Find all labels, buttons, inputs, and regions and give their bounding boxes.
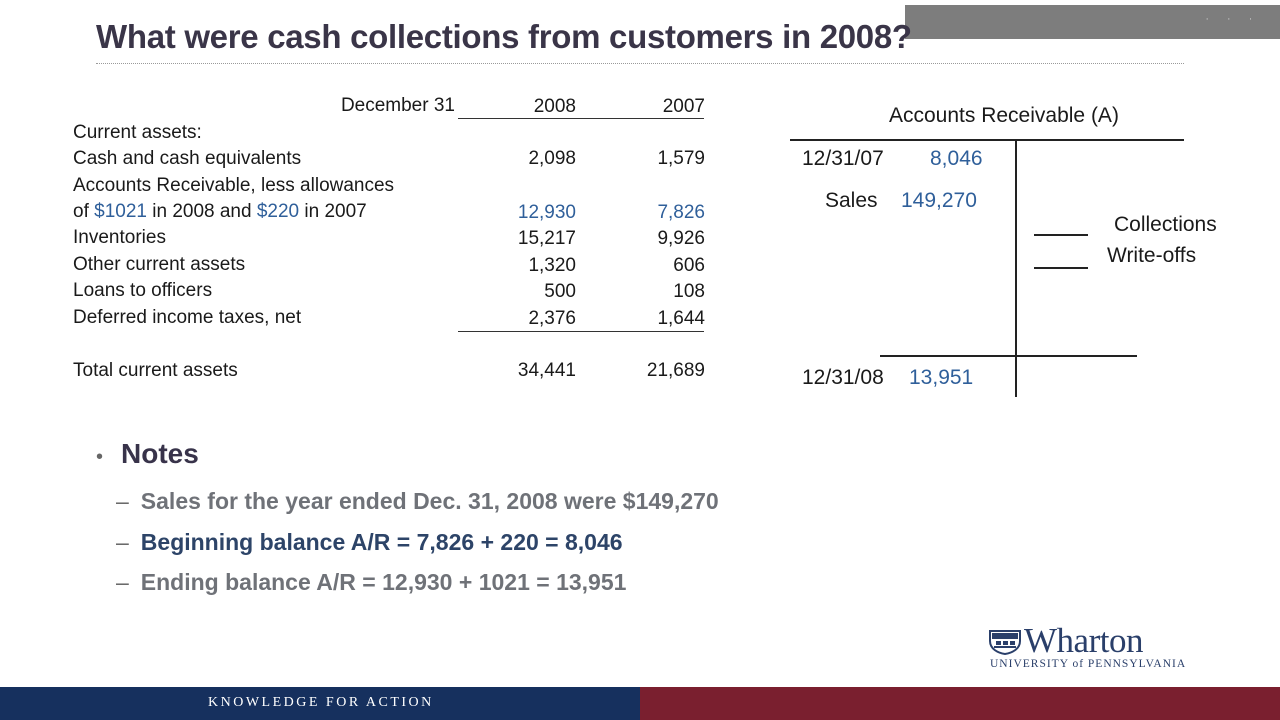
write-offs-blank bbox=[1034, 267, 1088, 269]
end-date: 12/31/08 bbox=[802, 366, 884, 389]
footer-right-band bbox=[640, 687, 1280, 720]
cell-loans-2008: 500 bbox=[544, 281, 576, 302]
footer-tagline: KNOWLEDGE FOR ACTION bbox=[208, 695, 434, 710]
logo-subtitle: UNIVERSITY of PENNSYLVANIA bbox=[990, 658, 1187, 670]
row-label-cash: Cash and cash equivalents bbox=[73, 148, 302, 169]
year-2008-header: 2008 bbox=[533, 96, 576, 117]
cell-deferred-2007: 1,644 bbox=[657, 308, 705, 329]
row-label-loans: Loans to officers bbox=[73, 280, 213, 301]
balance-sheet-table: December 31 2008 2007 Current assets: Ca… bbox=[73, 92, 713, 392]
cell-ar-2008: 12,930 bbox=[517, 202, 576, 223]
dash-icon: – bbox=[116, 569, 129, 595]
t-account-title: Accounts Receivable (A) bbox=[889, 104, 1119, 127]
cell-inventories-2008: 15,217 bbox=[517, 228, 576, 249]
t-account-accounts-receivable: Accounts Receivable (A) 12/31/07 8,046 S… bbox=[790, 95, 1260, 405]
bullet-icon: • bbox=[96, 446, 104, 468]
begin-date: 12/31/07 bbox=[802, 147, 884, 170]
allowance-2007: $220 bbox=[256, 201, 300, 222]
dots-decoration: · · · bbox=[1205, 15, 1260, 25]
begin-value: 8,046 bbox=[930, 147, 983, 170]
cell-other-2007: 606 bbox=[673, 255, 705, 276]
t-account-top-line bbox=[790, 139, 1184, 141]
notes-heading: Notes bbox=[121, 438, 199, 469]
note-item: – Beginning balance A/R = 7,826 + 220 = 8… bbox=[116, 529, 623, 555]
cell-deferred-2008: 2,376 bbox=[528, 308, 576, 329]
cell-cash-2008: 2,098 bbox=[528, 148, 576, 169]
end-value: 13,951 bbox=[909, 366, 974, 389]
sales-value: 149,270 bbox=[901, 189, 977, 212]
sales-label: Sales bbox=[825, 189, 878, 212]
row-label-deferred: Deferred income taxes, net bbox=[73, 307, 302, 328]
penn-shield-icon bbox=[989, 630, 1021, 655]
cell-cash-2007: 1,579 bbox=[657, 148, 705, 169]
note-item: – Sales for the year ended Dec. 31, 2008 … bbox=[116, 488, 719, 514]
wharton-logo: Wharton UNIVERSITY of PENNSYLVANIA bbox=[988, 621, 1198, 675]
subtotal-underline bbox=[458, 331, 704, 332]
t-account-center-line bbox=[1015, 140, 1017, 397]
cell-total-2008: 34,441 bbox=[517, 360, 576, 381]
allowance-2008: $1021 bbox=[94, 201, 147, 222]
collections-blank bbox=[1034, 234, 1088, 236]
title-divider bbox=[96, 63, 1184, 64]
cell-total-2007: 21,689 bbox=[646, 360, 705, 381]
section-label: Current assets: bbox=[73, 122, 202, 143]
header-underline bbox=[458, 118, 704, 119]
row-label-total: Total current assets bbox=[73, 360, 238, 381]
cell-other-2008: 1,320 bbox=[528, 255, 576, 276]
logo-wordmark: Wharton bbox=[1024, 621, 1143, 660]
dash-icon: – bbox=[116, 529, 129, 555]
footer-left-band bbox=[0, 687, 640, 720]
slide-title: What were cash collections from customer… bbox=[96, 18, 912, 55]
date-header: December 31 bbox=[340, 95, 455, 116]
cell-ar-2007: 7,826 bbox=[657, 202, 705, 223]
collections-label: Collections bbox=[1114, 213, 1217, 236]
row-label-other: Other current assets bbox=[73, 254, 246, 275]
footer-bar: KNOWLEDGE FOR ACTION bbox=[0, 687, 1280, 720]
write-offs-label: Write-offs bbox=[1107, 244, 1197, 267]
row-label-ar-line2: of $1021 in 2008 and $220 in 2007 bbox=[73, 201, 367, 222]
cell-loans-2007: 108 bbox=[673, 281, 705, 302]
year-2007-header: 2007 bbox=[662, 96, 705, 117]
t-account-total-line bbox=[880, 355, 1137, 357]
corner-overlay: · · · bbox=[905, 5, 1280, 39]
note-item: – Ending balance A/R = 12,930 + 1021 = 13… bbox=[116, 569, 627, 595]
cell-inventories-2007: 9,926 bbox=[657, 228, 705, 249]
dash-icon: – bbox=[116, 488, 129, 514]
row-label-ar-line1: Accounts Receivable, less allowances bbox=[73, 175, 395, 196]
row-label-inventories: Inventories bbox=[73, 227, 166, 248]
